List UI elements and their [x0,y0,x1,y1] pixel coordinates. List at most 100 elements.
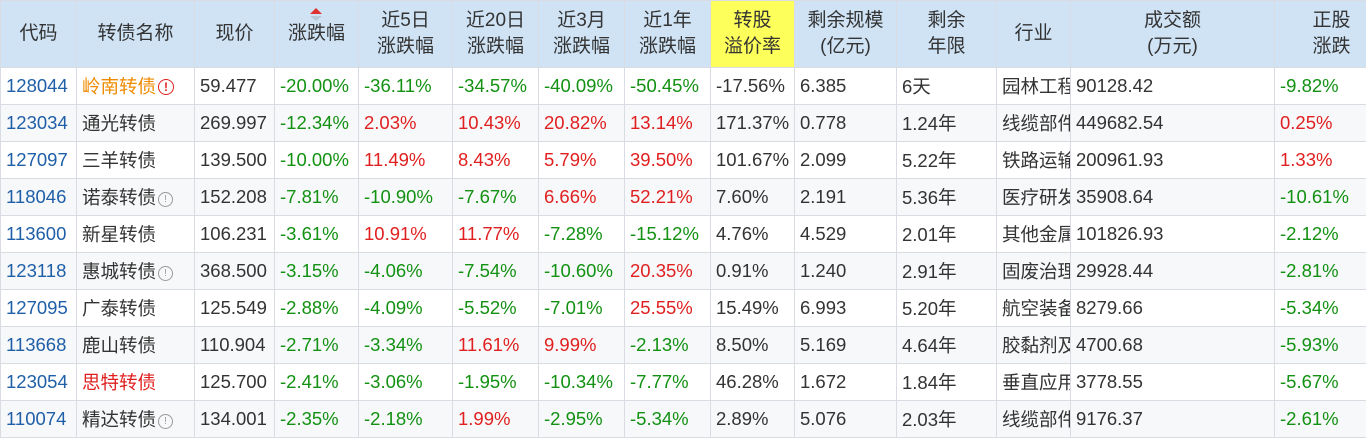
cell-change-3m-value: -2.95% [544,408,603,429]
cell-code[interactable]: 118046 [0,178,77,216]
header-change-1y[interactable]: 近1年 涨跌幅 [624,0,711,68]
cell-premium-value: 171.37% [716,112,790,133]
table-row[interactable]: 118046 诺泰转债! 152.208 -7.81% -10.90% -7.67% 6.6… [0,178,1366,216]
cell-change-value: -7.81% [280,186,339,207]
table-row[interactable]: 123054 思特转债 125.700 -2.41% -3.06% -1.95% -10.3… [0,363,1366,401]
cell-stock-change: -9.82% [1274,67,1366,105]
info-icon[interactable]: ! [158,414,174,429]
cell-name-value: 岭南转债 [82,76,157,97]
cell-change-5d: -4.09% [358,289,453,327]
sort-wrap: 涨跌幅 [288,8,345,47]
cell-stock-change-value: -5.93% [1280,334,1339,355]
header-scale[interactable]: 剩余规模 (亿元) [794,0,897,68]
cell-stock-change-value: -2.12% [1280,223,1339,244]
table-row[interactable]: 127095 广泰转债 125.549 -2.88% -4.09% -5.52% -7.01… [0,289,1366,327]
cell-change: -2.35% [274,400,359,438]
cell-industry: 固废治理 [996,252,1071,290]
header-premium[interactable]: 转股 溢价率 [710,0,795,68]
cell-turnover: 29928.44 [1070,252,1275,290]
cell-years: 6天 [896,67,997,105]
sort-down-icon [310,16,323,21]
header-name[interactable]: 转债名称 [76,0,195,68]
cell-price: 269.997 [194,104,275,142]
header-change[interactable]: 涨跌幅 [274,0,359,68]
cell-code[interactable]: 110074 [0,400,77,438]
header-years-line1: 剩余 [927,10,966,31]
cell-turnover-value: 4700.68 [1076,334,1143,355]
header-code[interactable]: 代码 [0,0,77,68]
table-row[interactable]: 123034 通光转债 269.997 -12.34% 2.03% 10.43% 20.82… [0,104,1366,142]
cell-turnover-value: 35908.64 [1076,186,1154,207]
cell-name[interactable]: 思特转债 [76,363,195,401]
cell-scale: 1.672 [794,363,897,401]
cell-premium: 7.60% [710,178,795,216]
cell-stock-change-value: -2.61% [1280,408,1339,429]
header-change-5d[interactable]: 近5日 涨跌幅 [358,0,453,68]
header-years[interactable]: 剩余 年限 [896,0,997,68]
cell-change: -3.61% [274,215,359,253]
header-turnover-line2: (万元) [1147,36,1198,57]
cell-turnover-value: 9176.37 [1076,408,1143,429]
cell-industry: 医疗研发外包 [996,178,1071,216]
cell-code[interactable]: 123118 [0,252,77,290]
header-scale-line2: (亿元) [820,36,871,57]
header-stock-change[interactable]: 正股 涨跌 [1274,0,1366,68]
table-row[interactable]: 128044 岭南转债! 59.477 -20.00% -36.11% -34.57% -4… [0,67,1366,105]
cell-stock-change: -5.67% [1274,363,1366,401]
cell-change-3m: 5.79% [538,141,625,179]
cell-change-1y: -5.34% [624,400,711,438]
cell-name[interactable]: 岭南转债! [76,67,195,105]
cell-premium-value: -17.56% [716,75,785,96]
cell-change-20d-value: 1.99% [458,408,511,429]
info-icon[interactable]: ! [158,192,174,207]
cell-code[interactable]: 127097 [0,141,77,179]
cell-industry: 园林工程 [996,67,1071,105]
cell-stock-change: 1.33% [1274,141,1366,179]
cell-name[interactable]: 通光转债 [76,104,195,142]
cell-change-3m: -10.34% [538,363,625,401]
cell-price-value: 139.500 [200,149,267,170]
header-price[interactable]: 现价 [194,0,275,68]
cell-scale-value: 5.169 [800,334,847,355]
cell-name[interactable]: 鹿山转债 [76,326,195,364]
sort-arrows-icon[interactable] [310,8,323,21]
header-industry[interactable]: 行业 [996,0,1071,68]
table-row[interactable]: 123118 惠城转债! 368.500 -3.15% -4.06% -7.54% -10.… [0,252,1366,290]
cell-code[interactable]: 123054 [0,363,77,401]
cell-change-3m: -40.09% [538,67,625,105]
info-icon[interactable]: ! [158,266,174,281]
cell-name[interactable]: 惠城转债! [76,252,195,290]
cell-turnover-value: 101826.93 [1076,223,1164,244]
cell-change-1y-value: -2.13% [630,334,689,355]
header-change-20d[interactable]: 近20日 涨跌幅 [452,0,539,68]
cell-change-20d: 11.77% [452,215,539,253]
cell-stock-change: -10.61% [1274,178,1366,216]
cell-code[interactable]: 128044 [0,67,77,105]
header-premium-line1: 转股 [733,10,772,31]
cell-change-1y-value: 13.14% [630,112,693,133]
cell-change-20d-value: 8.43% [458,149,511,170]
cell-name[interactable]: 新星转债 [76,215,195,253]
cell-scale-value: 2.099 [800,149,847,170]
warning-icon[interactable]: ! [158,79,175,95]
cell-code[interactable]: 113668 [0,326,77,364]
cell-name[interactable]: 三羊转债 [76,141,195,179]
header-turnover[interactable]: 成交额 (万元) [1070,0,1275,68]
table-row[interactable]: 127097 三羊转债 139.500 -10.00% 11.49% 8.43% 5.79%… [0,141,1366,179]
header-change-3m[interactable]: 近3月 涨跌幅 [538,0,625,68]
table-row[interactable]: 113668 鹿山转债 110.904 -2.71% -3.34% 11.61% 9.99%… [0,326,1366,364]
cell-name[interactable]: 精达转债! [76,400,195,438]
cell-code[interactable]: 123034 [0,104,77,142]
table-row[interactable]: 110074 精达转债! 134.001 -2.35% -2.18% 1.99% -2.95… [0,400,1366,438]
header-code-label: 代码 [19,23,58,44]
table-row[interactable]: 113600 新星转债 106.231 -3.61% 10.91% 11.77% -7.28… [0,215,1366,253]
cell-code[interactable]: 113600 [0,215,77,253]
cell-scale-value: 1.672 [800,371,847,392]
cell-premium: 101.67% [710,141,795,179]
cell-name[interactable]: 广泰转债 [76,289,195,327]
cell-code[interactable]: 127095 [0,289,77,327]
cell-name[interactable]: 诺泰转债! [76,178,195,216]
cell-change-3m: 9.99% [538,326,625,364]
cell-change-5d-value: -10.90% [364,186,433,207]
